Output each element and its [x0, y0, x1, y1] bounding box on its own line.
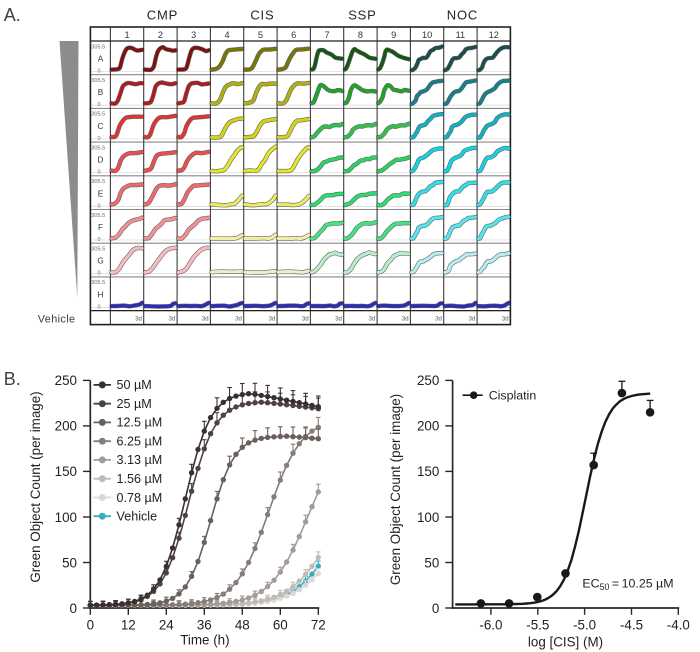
svg-text:305.5: 305.5: [91, 213, 105, 219]
svg-text:7: 7: [325, 30, 330, 40]
svg-text:C: C: [98, 122, 104, 131]
svg-text:3d: 3d: [235, 316, 242, 322]
svg-text:0: 0: [98, 102, 101, 108]
svg-text:0: 0: [70, 601, 77, 616]
svg-text:G: G: [97, 257, 103, 266]
svg-text:E: E: [98, 189, 104, 198]
svg-text:9: 9: [391, 30, 396, 40]
svg-text:2: 2: [158, 30, 163, 40]
svg-text:0.78 µM: 0.78 µM: [117, 491, 163, 505]
svg-text:50 µM: 50 µM: [117, 378, 152, 392]
svg-text:log [CIS] (M): log [CIS] (M): [528, 634, 603, 649]
svg-text:305.5: 305.5: [91, 179, 105, 185]
svg-text:3d: 3d: [502, 316, 509, 322]
svg-text:0: 0: [87, 618, 94, 633]
svg-text:12.5 µM: 12.5 µM: [117, 416, 163, 430]
svg-text:EC50 = 10.25 µM: EC50 = 10.25 µM: [582, 577, 673, 592]
svg-text:3d: 3d: [302, 316, 309, 322]
svg-text:1: 1: [125, 30, 130, 40]
svg-text:72: 72: [311, 618, 326, 633]
svg-text:305.5: 305.5: [91, 247, 105, 253]
svg-text:36: 36: [197, 618, 212, 633]
svg-text:B: B: [98, 88, 104, 97]
svg-text:50: 50: [62, 555, 77, 570]
svg-text:A.: A.: [4, 5, 21, 25]
svg-text:60: 60: [273, 618, 288, 633]
svg-text:NOC: NOC: [447, 7, 478, 22]
svg-text:Vehicle: Vehicle: [117, 510, 158, 524]
svg-text:SSP: SSP: [348, 7, 376, 22]
svg-text:0: 0: [432, 601, 439, 616]
svg-text:3d: 3d: [169, 316, 176, 322]
svg-text:250: 250: [417, 373, 439, 388]
svg-text:305.5: 305.5: [91, 112, 105, 118]
svg-text:A: A: [98, 55, 104, 64]
svg-text:50: 50: [424, 555, 439, 570]
svg-text:305.5: 305.5: [91, 44, 105, 50]
svg-text:0: 0: [98, 170, 101, 176]
svg-text:1.56 µM: 1.56 µM: [117, 472, 163, 486]
svg-text:3d: 3d: [469, 316, 476, 322]
svg-text:-4.0: -4.0: [667, 618, 690, 633]
svg-text:-5.5: -5.5: [526, 618, 549, 633]
svg-text:Time (h): Time (h): [180, 633, 229, 648]
svg-text:150: 150: [55, 464, 77, 479]
svg-text:0: 0: [98, 304, 101, 310]
svg-text:305.5: 305.5: [91, 145, 105, 151]
svg-text:5: 5: [258, 30, 263, 40]
svg-text:4: 4: [225, 30, 230, 40]
svg-text:305.5: 305.5: [91, 78, 105, 84]
svg-text:24: 24: [159, 618, 174, 633]
svg-text:12: 12: [489, 30, 499, 40]
svg-text:CMP: CMP: [147, 7, 178, 22]
svg-text:8: 8: [358, 30, 363, 40]
svg-text:F: F: [98, 223, 103, 232]
svg-text:-6.0: -6.0: [479, 618, 502, 633]
svg-text:Green Object Count (per image): Green Object Count (per image): [388, 394, 403, 585]
svg-text:10: 10: [422, 30, 432, 40]
svg-text:H: H: [98, 290, 104, 299]
svg-text:Cisplatin: Cisplatin: [489, 389, 537, 403]
svg-text:250: 250: [55, 373, 77, 388]
svg-text:Vehicle: Vehicle: [38, 313, 76, 325]
svg-text:3d: 3d: [135, 316, 142, 322]
svg-text:3.13 µM: 3.13 µM: [117, 453, 163, 467]
svg-text:0: 0: [98, 271, 101, 277]
svg-text:3d: 3d: [202, 316, 209, 322]
svg-text:Green Object Count (per image): Green Object Count (per image): [28, 391, 43, 582]
svg-text:150: 150: [417, 464, 439, 479]
svg-text:3: 3: [191, 30, 196, 40]
svg-text:200: 200: [55, 419, 77, 434]
svg-text:0: 0: [98, 69, 101, 75]
svg-text:12: 12: [121, 618, 136, 633]
svg-text:11: 11: [456, 30, 466, 40]
svg-text:3d: 3d: [402, 316, 409, 322]
svg-text:0: 0: [98, 136, 101, 142]
svg-text:3d: 3d: [269, 316, 276, 322]
svg-text:0: 0: [98, 237, 101, 243]
svg-text:305.5: 305.5: [91, 280, 105, 286]
svg-text:25 µM: 25 µM: [117, 397, 152, 411]
svg-text:B.: B.: [4, 369, 21, 389]
svg-text:0: 0: [98, 203, 101, 209]
svg-text:200: 200: [417, 419, 439, 434]
svg-text:6: 6: [291, 30, 296, 40]
svg-text:3d: 3d: [435, 316, 442, 322]
svg-text:100: 100: [55, 510, 77, 525]
svg-text:6.25 µM: 6.25 µM: [117, 435, 163, 449]
svg-text:CIS: CIS: [250, 7, 274, 22]
svg-text:-4.5: -4.5: [620, 618, 643, 633]
svg-text:48: 48: [235, 618, 250, 633]
svg-text:-5.0: -5.0: [573, 618, 596, 633]
svg-text:3d: 3d: [335, 316, 342, 322]
svg-text:D: D: [98, 156, 104, 165]
svg-text:3d: 3d: [369, 316, 376, 322]
svg-text:100: 100: [417, 510, 439, 525]
